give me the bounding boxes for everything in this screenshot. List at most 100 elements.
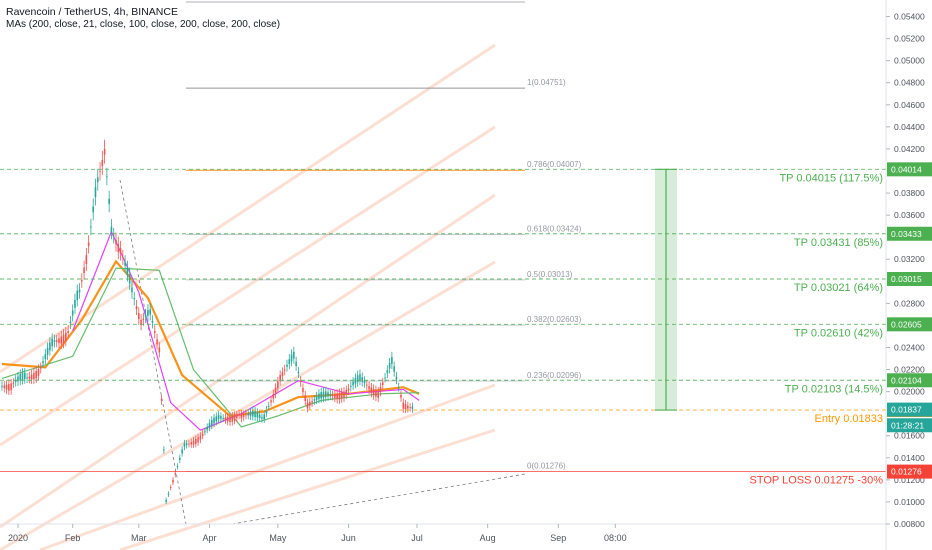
candle-body xyxy=(238,414,240,416)
candle-body xyxy=(103,148,106,155)
price-axis[interactable]: 0.05400 0.05200 0.05000 0.04800 0.04600 0.044… xyxy=(885,0,932,550)
candle-body xyxy=(197,437,199,443)
candle-body xyxy=(49,342,51,351)
candle-body xyxy=(359,374,361,381)
level-label: TP 0.03431 (85%) xyxy=(794,237,883,249)
candle-body xyxy=(331,395,334,397)
price-badge xyxy=(887,464,932,479)
y-tick-label: 0.04600 xyxy=(894,100,925,110)
channel-line xyxy=(39,383,496,550)
price-badge-text: 0.02605 xyxy=(891,319,922,329)
candle-body xyxy=(169,487,172,489)
candle-body xyxy=(119,248,122,254)
candle-body xyxy=(101,159,104,167)
price-series xyxy=(1,139,414,505)
candle-body xyxy=(144,314,147,318)
candle-body xyxy=(181,449,183,454)
candle-body xyxy=(76,290,79,301)
price-badge-text: 0.02104 xyxy=(891,375,922,385)
candle-body xyxy=(267,405,270,407)
channel-line xyxy=(0,193,496,529)
y-tick-label: 0.02400 xyxy=(894,342,925,352)
candle-body xyxy=(110,226,113,232)
candle-body xyxy=(290,354,293,362)
y-tick-label: 0.04200 xyxy=(894,144,925,154)
candle-body xyxy=(12,382,15,384)
fibonacci-retracement: 1(0.04751) 0.786(0.04007) 0.618(0.03424) 0.… xyxy=(186,78,582,472)
price-badge xyxy=(887,373,932,388)
candle-body xyxy=(24,372,26,380)
y-tick-label: 0.04800 xyxy=(894,78,925,88)
candle-body xyxy=(5,384,8,390)
candle-body xyxy=(117,244,120,253)
candle-body xyxy=(44,354,47,359)
channel-line xyxy=(0,125,496,447)
candle-body xyxy=(115,239,117,245)
candle-body xyxy=(315,396,318,400)
candle-body xyxy=(53,340,56,342)
x-tick-label: Jun xyxy=(341,533,356,543)
candle-body xyxy=(386,370,389,374)
candle-body xyxy=(375,390,377,397)
candle-body xyxy=(122,257,124,258)
candle-body xyxy=(381,382,384,386)
candle-body xyxy=(210,420,213,426)
candle-body xyxy=(231,415,234,422)
channel-line xyxy=(0,43,496,374)
candle-body xyxy=(10,383,12,391)
candle-body xyxy=(19,374,22,381)
candle-body xyxy=(190,442,193,445)
y-tick-label: 0.05200 xyxy=(894,34,925,44)
candle-body xyxy=(39,367,42,369)
candle-body xyxy=(295,361,297,366)
candle-body xyxy=(87,242,90,247)
candle-body xyxy=(140,319,142,325)
candle-body xyxy=(384,377,386,379)
price-badge-text: 0.03015 xyxy=(891,274,922,284)
candle-body xyxy=(153,330,156,333)
candle-body xyxy=(340,392,343,399)
y-tick-label: 0.05000 xyxy=(894,56,925,66)
y-tick-label: 0.01000 xyxy=(894,497,925,507)
candle-body xyxy=(338,393,341,400)
price-badge-text: 0.01837 xyxy=(891,405,922,415)
candle-body xyxy=(242,414,245,417)
candle-body xyxy=(217,414,220,420)
fib-level-label: 0.5(0.03013) xyxy=(527,270,573,279)
x-tick-label: Sep xyxy=(550,533,566,543)
candle-body xyxy=(174,473,177,475)
candle-body xyxy=(281,372,284,377)
time-axis[interactable]: 2020 Feb Mar Apr May Jun Jul Aug Sep 08:00 xyxy=(0,523,886,543)
candle-body xyxy=(99,170,101,172)
candle-body xyxy=(245,414,247,416)
candle-body xyxy=(343,391,345,398)
candle-body xyxy=(411,406,414,409)
candle-body xyxy=(356,375,359,383)
candle-body xyxy=(240,413,243,419)
candle-body xyxy=(112,235,115,237)
candle-body xyxy=(256,412,259,418)
candle-body xyxy=(106,176,108,178)
level-label: TP 0.03021 (64%) xyxy=(794,282,883,294)
candle-body xyxy=(142,318,145,320)
target-projection xyxy=(655,168,677,411)
projection-line xyxy=(119,179,187,525)
candle-body xyxy=(35,371,37,379)
x-tick-label: 2020 xyxy=(8,533,28,543)
y-tick-label: 0.03200 xyxy=(894,254,925,264)
candle-body xyxy=(229,416,231,423)
channel-line xyxy=(0,260,496,550)
x-tick-label: Feb xyxy=(65,533,81,543)
candle-body xyxy=(14,379,17,383)
level-label: STOP LOSS 0.01275 -30% xyxy=(749,475,883,487)
candle-body xyxy=(222,418,224,419)
candle-body xyxy=(188,443,190,445)
moving-average-line xyxy=(1,267,420,428)
candle-body xyxy=(313,399,316,401)
candle-body xyxy=(345,390,348,395)
candle-body xyxy=(361,377,364,382)
candle-body xyxy=(350,386,352,387)
candle-body xyxy=(17,376,19,382)
candle-body xyxy=(26,377,28,379)
